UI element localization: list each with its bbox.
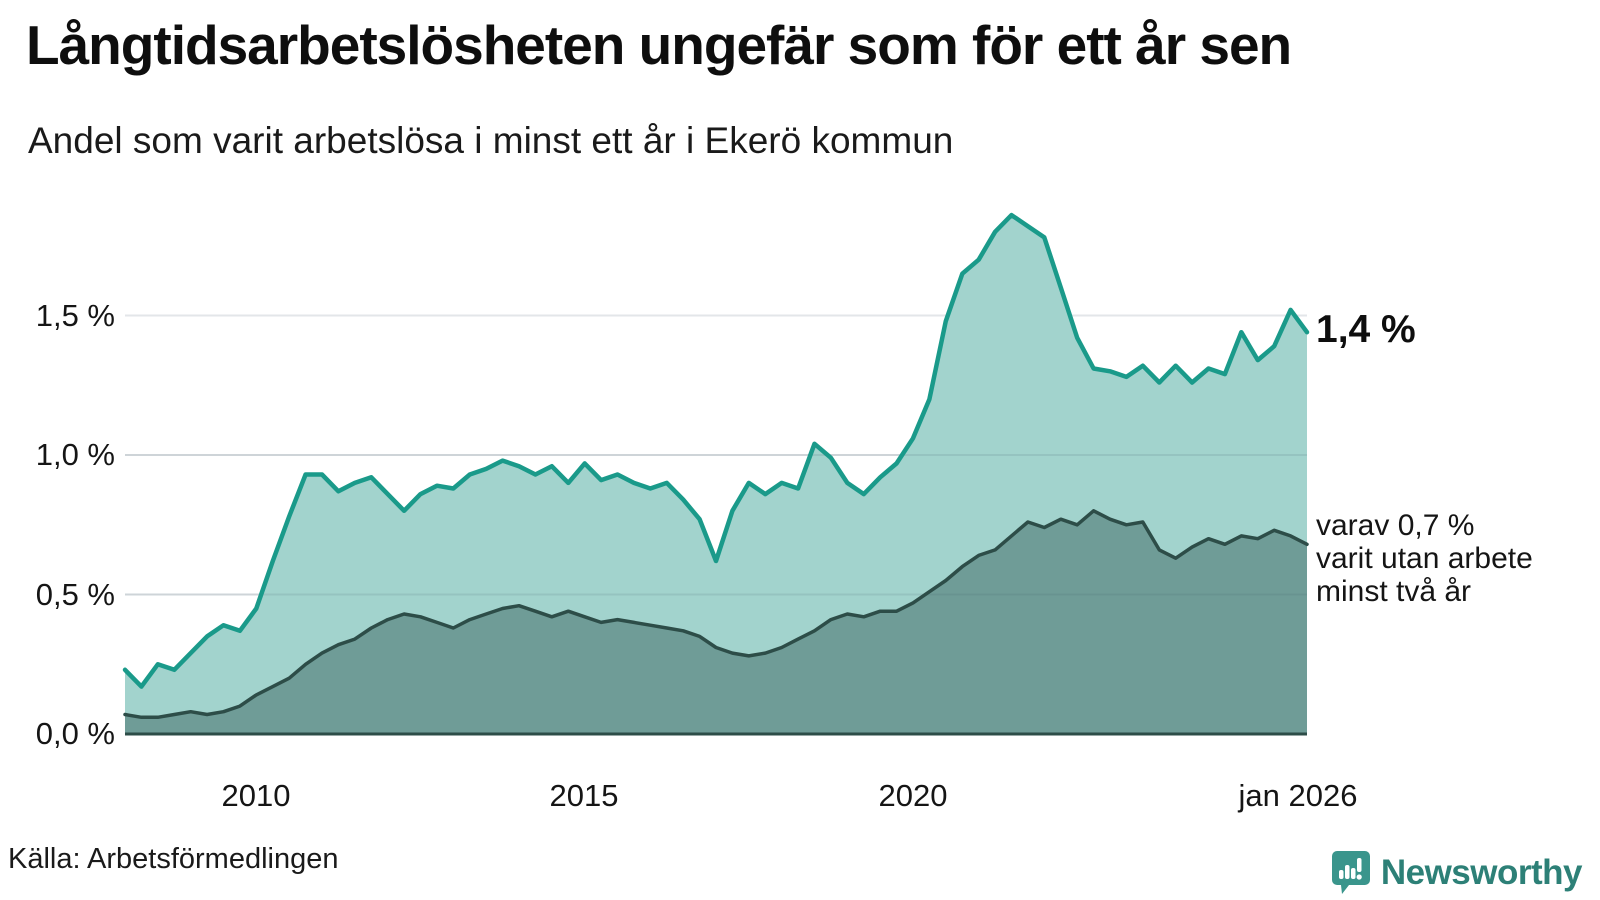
y-tick-1-0: 1,0 %	[35, 437, 115, 472]
page-title: Långtidsarbetslösheten ungefär som för e…	[26, 14, 1292, 76]
bar-chart-glyph	[1338, 858, 1362, 880]
brand-name: Newsworthy	[1380, 853, 1583, 892]
page-subtitle: Andel som varit arbetslösa i minst ett å…	[28, 120, 954, 161]
line-unemployed-two-years	[123, 509, 1309, 720]
y-tick-1-5: 1,5 %	[35, 297, 115, 333]
y-tick-0-0: 0,0 %	[35, 716, 115, 751]
area-fill-unemployed-two-years	[125, 510, 1307, 734]
secondary-annotation-line-1: varav 0,7 %	[1316, 509, 1475, 542]
y-tick-0-5: 0,5 %	[35, 576, 115, 612]
x-tick-2020: 2020	[878, 778, 948, 813]
x-tick-jan-2026: jan 2026	[1238, 778, 1358, 813]
exclamation-bar	[1356, 858, 1362, 872]
secondary-series-annotation: varav 0,7 % varit utan arbete minst två …	[1316, 509, 1533, 608]
gridline-overlays	[125, 454, 1307, 596]
secondary-annotation-line-3: minst två år	[1316, 575, 1472, 608]
x-tick-2015: 2015	[549, 778, 619, 813]
source-credit: Källa: Arbetsförmedlingen	[8, 843, 339, 875]
line-unemployed-one-year	[122, 212, 1310, 689]
secondary-annotation-line-2: varit utan arbete	[1316, 542, 1533, 575]
newsworthy-logo[interactable]: Newsworthy	[1331, 850, 1583, 896]
speech-bubble-bar-chart-icon	[1331, 851, 1370, 894]
end-value-annotation: 1,4 %	[1316, 308, 1416, 351]
x-tick-2010: 2010	[221, 778, 291, 813]
exclamation-dot	[1356, 874, 1362, 880]
